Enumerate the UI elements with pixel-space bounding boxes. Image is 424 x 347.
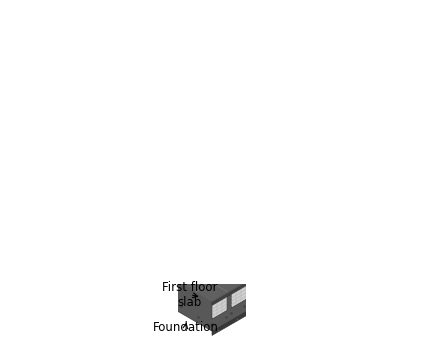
Polygon shape [251,269,265,297]
Polygon shape [212,267,227,295]
Polygon shape [212,244,287,292]
Polygon shape [231,280,246,308]
Text: S: S [167,253,176,266]
Polygon shape [228,249,246,259]
Text: First floor
slab: First floor slab [162,280,218,308]
Text: N: N [248,214,258,227]
Polygon shape [212,214,227,243]
Polygon shape [247,260,265,270]
Polygon shape [228,278,246,288]
Polygon shape [212,291,227,319]
Polygon shape [212,264,277,305]
Polygon shape [212,288,287,336]
Polygon shape [212,240,283,285]
Polygon shape [147,227,277,302]
Polygon shape [247,236,265,247]
Text: Second floor
slab: Second floor slab [0,346,1,347]
Polygon shape [209,238,227,248]
Text: Loading
direction: Loading direction [189,211,245,255]
Polygon shape [212,200,283,244]
Polygon shape [212,227,277,268]
Polygon shape [209,214,227,225]
Polygon shape [137,244,287,331]
Polygon shape [251,236,265,265]
Polygon shape [212,238,227,266]
Polygon shape [251,245,265,273]
Polygon shape [141,200,283,281]
Polygon shape [251,260,265,288]
Polygon shape [247,243,265,254]
Polygon shape [228,254,246,265]
Polygon shape [231,256,246,285]
Polygon shape [228,225,246,236]
Polygon shape [209,265,227,276]
Text: Foundation: Foundation [153,321,218,334]
Polygon shape [209,289,227,299]
Polygon shape [231,249,246,277]
Polygon shape [247,266,265,277]
Polygon shape [231,225,246,254]
